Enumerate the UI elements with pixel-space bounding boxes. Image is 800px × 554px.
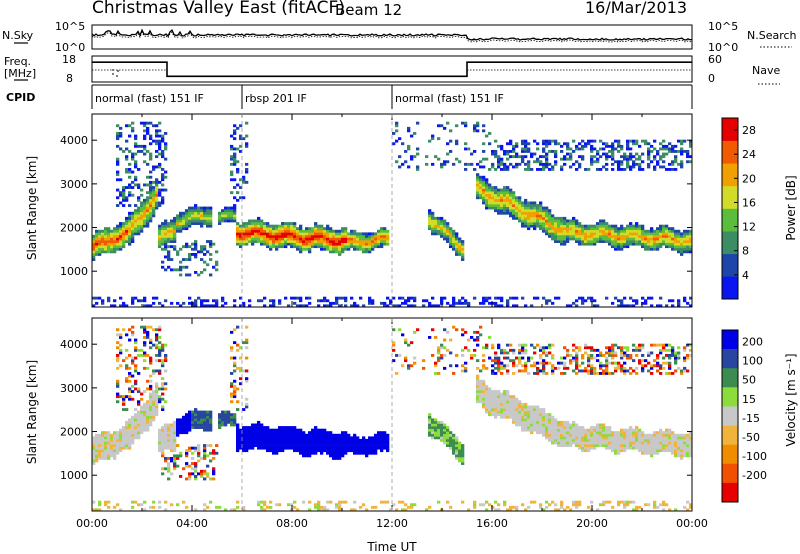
cpid-segment-label: rbsp 201 IF <box>245 92 307 105</box>
date-label: 16/Mar/2013 <box>585 0 687 17</box>
range-tick-label: 1000 <box>60 265 88 278</box>
cpid-segment-label: normal (fast) 151 IF <box>95 92 204 105</box>
power-colorbar-swatch <box>722 118 738 141</box>
power-colorbar-swatch <box>722 208 738 232</box>
velocity-colorbar-tick-label: -100 <box>742 450 767 463</box>
velocity-axes: 1000 2000 3000 4000 00:00 04:00 08:00 12:00 16:0… <box>60 318 708 530</box>
velocity-colorbar: 200 100 50 15 -15 -50 -100 -200 <box>721 329 767 503</box>
range-tick-label: 4000 <box>60 134 88 147</box>
velocity-colorbar-swatch <box>722 444 738 465</box>
range-tick-label: 4000 <box>60 338 88 351</box>
nave-tick-top: 60 <box>708 53 722 66</box>
power-colorbar-swatch <box>722 276 738 300</box>
power-colorbar-swatch <box>722 163 738 187</box>
time-axis-label: Time UT <box>366 540 417 554</box>
beam-label: Beam 12 <box>335 1 402 19</box>
power-colorbar-tick-label: 4 <box>742 269 749 282</box>
velocity-colorbar-tick-label: 15 <box>742 393 756 406</box>
power-colorbar-tick-label: 20 <box>742 172 756 185</box>
velocity-colorbar-swatch <box>722 463 738 484</box>
noise-tick-top-right: 10^5 <box>708 20 738 33</box>
freq-unit-label: [MHz] <box>4 67 36 80</box>
noise-panel: N.Sky 10^5 10^0 10^5 10^0 N.Search <box>2 20 797 54</box>
range-tick-label: 3000 <box>60 178 88 191</box>
velocity-colorbar-swatch <box>722 349 738 369</box>
time-tick-label: 20:00 <box>576 517 608 530</box>
nsky-label: N.Sky <box>2 29 34 42</box>
power-echo-cells <box>92 121 693 308</box>
nsearch-label: N.Search <box>747 29 797 42</box>
nave-start-dots <box>112 69 119 77</box>
velocity-panel: 1000 2000 3000 4000 00:00 04:00 08:00 12:00 16:0… <box>25 317 708 554</box>
power-colorbar-swatch <box>722 185 738 209</box>
power-colorbar-tick-label: 28 <box>742 124 756 137</box>
velocity-colorbar-tick-label: -15 <box>742 412 760 425</box>
power-colorbar-swatch <box>722 140 738 164</box>
freq-tick-top: 18 <box>62 53 76 66</box>
time-tick-label: 12:00 <box>376 517 408 530</box>
range-tick-label: 2000 <box>60 222 88 235</box>
velocity-colorbar-swatch <box>722 368 738 388</box>
time-tick-label: 00:00 <box>676 517 708 530</box>
time-tick-label: 00:00 <box>76 517 108 530</box>
velocity-colorbar-frame <box>721 329 739 503</box>
power-colorbar-tick-label: 12 <box>742 221 756 234</box>
velocity-colorbar-tick-label: 50 <box>742 374 756 387</box>
power-colorbar-swatch <box>722 231 738 255</box>
frequency-trace <box>92 61 692 78</box>
power-colorbar-tick-label: 16 <box>742 196 756 209</box>
velocity-colorbar-swatch <box>722 482 738 503</box>
velocity-colorbar-swatch <box>722 330 738 350</box>
velocity-colorbar-swatch <box>722 406 738 426</box>
velocity-echo-cells <box>92 325 693 512</box>
noise-tick-bottom-right: 10^0 <box>708 41 738 54</box>
range-tick-label: 3000 <box>60 382 88 395</box>
station-title: Christmas Valley East (fitACF) <box>92 0 345 18</box>
velocity-colorbar-swatch <box>722 425 738 445</box>
velocity-colorbar-swatch <box>722 387 738 407</box>
velocity-colorbar-tick-label: 200 <box>742 335 763 348</box>
noise-sky-trace <box>91 28 693 41</box>
power-colorbar-tick-label: 8 <box>742 245 749 258</box>
time-tick-label: 08:00 <box>276 517 308 530</box>
noise-tick-bottom-left: 10^0 <box>55 41 85 54</box>
power-ylabel: Slant Range [km] <box>25 156 39 260</box>
time-tick-label: 04:00 <box>176 517 208 530</box>
velocity-colorbar-tick-label: -200 <box>742 469 767 482</box>
power-colorbar-tick-label: 24 <box>742 148 756 161</box>
power-colorbar-label: Power [dB] <box>784 175 798 240</box>
cpid-label: CPID <box>6 91 35 104</box>
noise-tick-top-left: 10^5 <box>55 20 85 33</box>
power-axes: 1000 2000 3000 4000 <box>60 114 693 307</box>
freq-tick-bottom: 8 <box>66 72 73 85</box>
power-colorbar-frame <box>721 117 739 300</box>
velocity-colorbar-label: Velocity [m s⁻¹] <box>784 353 798 446</box>
time-tick-label: 16:00 <box>476 517 508 530</box>
freq-label: Freq. <box>4 55 31 68</box>
frequency-panel: Freq. [MHz] 18 8 60 0 Nave <box>4 53 780 85</box>
nave-tick-bottom: 0 <box>708 72 715 85</box>
cpid-segment-label: normal (fast) 151 IF <box>395 92 504 105</box>
nave-trace <box>92 69 692 77</box>
range-tick-label: 1000 <box>60 469 88 482</box>
power-colorbar-swatch <box>722 253 738 277</box>
cpid-strip: CPID normal (fast) 151 IF rbsp 201 IF norm… <box>6 84 693 109</box>
noise-search-trace <box>91 31 693 43</box>
velocity-colorbar-tick-label: -50 <box>742 431 760 444</box>
nave-label: Nave <box>752 64 780 77</box>
power-panel: 1000 2000 3000 4000 Slant Range [km] <box>25 113 693 308</box>
power-colorbar: 4 8 12 16 20 24 28 <box>721 117 756 300</box>
velocity-colorbar-tick-label: 100 <box>742 355 763 368</box>
velocity-ylabel: Slant Range [km] <box>25 360 39 464</box>
range-tick-label: 2000 <box>60 426 88 439</box>
